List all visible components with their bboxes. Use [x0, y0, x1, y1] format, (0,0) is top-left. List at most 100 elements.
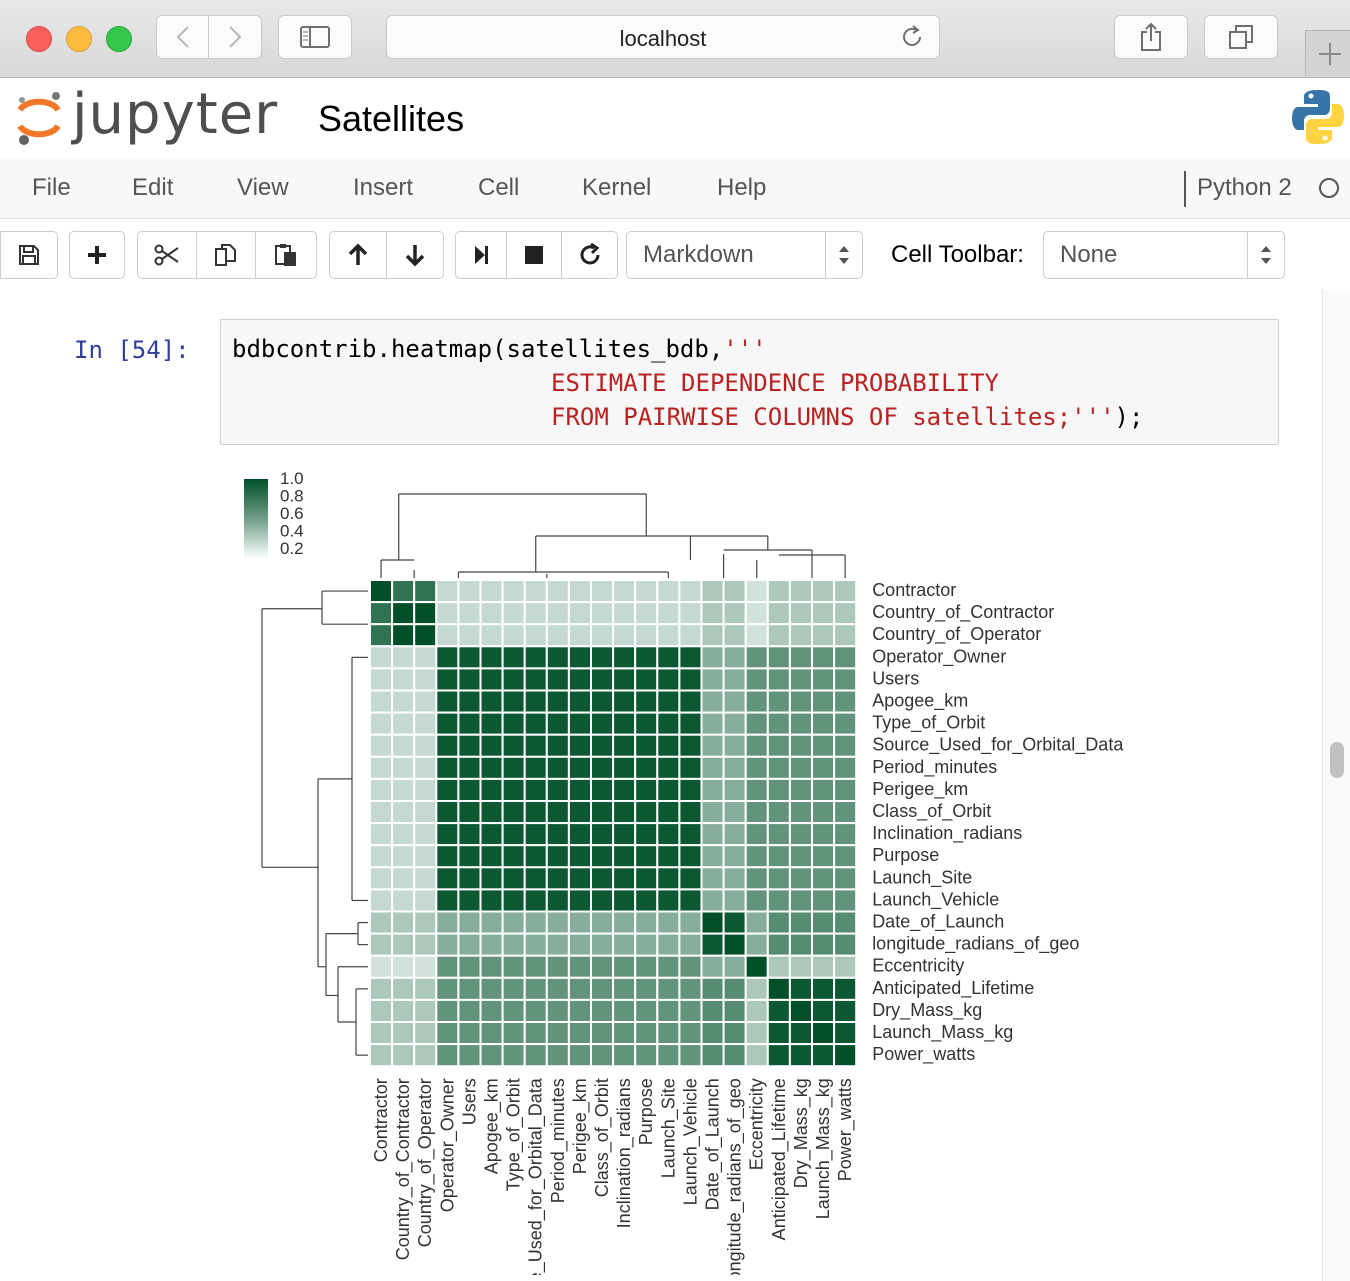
column-label: Contractor [371, 1078, 391, 1162]
sidebar-toggle-button[interactable] [278, 15, 352, 59]
menu-insert[interactable]: Insert [353, 174, 414, 201]
heatmap-cell [457, 866, 482, 891]
cell-type-value: Markdown [643, 241, 754, 268]
menu-file[interactable]: File [32, 174, 71, 201]
heatmap-cell [479, 1021, 504, 1046]
menu-help[interactable]: Help [717, 174, 767, 201]
dependence-heatmap: Contractor Country_of_ContractorCountry_o… [244, 469, 1124, 1275]
heatmap-cell [435, 976, 460, 1001]
heatmap-cell [523, 689, 548, 714]
heatmap-cell [656, 623, 681, 648]
heatmap-cell [744, 733, 769, 758]
row-label: Country_of_Contractor [872, 602, 1054, 623]
restart-kernel-button[interactable] [561, 231, 618, 279]
paste-button[interactable] [255, 231, 317, 279]
share-button[interactable] [1114, 15, 1188, 59]
heatmap-cell [700, 910, 725, 935]
heatmap-cell [811, 910, 836, 935]
heatmap-cell [435, 623, 460, 648]
menu-edit[interactable]: Edit [132, 174, 174, 201]
heatmap-cell [700, 800, 725, 825]
heatmap-cell [545, 623, 570, 648]
heatmap-cell [590, 910, 615, 935]
heatmap-cell [722, 954, 747, 979]
heatmap-cell [523, 910, 548, 935]
heatmap-cell [457, 689, 482, 714]
heatmap-cell [457, 623, 482, 648]
heatmap-cell [788, 910, 814, 935]
heatmap-cell [811, 866, 836, 891]
heatmap-cell [811, 976, 836, 1001]
heatmap-cell [413, 689, 438, 714]
insert-cell-button[interactable] [69, 231, 125, 279]
menu-cell[interactable]: Cell [478, 174, 520, 201]
heatmap-cell [766, 800, 791, 825]
heatmap-cell [766, 1043, 791, 1068]
interrupt-kernel-button[interactable] [506, 231, 562, 279]
heatmap-cell [501, 645, 526, 670]
heatmap-cell [766, 623, 791, 648]
row-label: Perigee_km [872, 779, 968, 800]
notebook-title[interactable]: Satellites [318, 98, 465, 139]
heatmap-cell [788, 800, 814, 825]
menu-view[interactable]: View [237, 174, 289, 201]
back-button[interactable] [156, 15, 209, 59]
heatmap-cell [501, 844, 526, 869]
run-cell-button[interactable] [455, 231, 507, 279]
heatmap-cell [391, 579, 416, 604]
cut-button[interactable] [137, 231, 197, 279]
heatmap-cell [567, 866, 592, 891]
heatmap-cell [391, 777, 416, 802]
heatmap-cell [656, 755, 681, 780]
heatmap-cell [501, 976, 526, 1001]
copy-button[interactable] [196, 231, 256, 279]
code-cell-editor[interactable]: bdbcontrib.heatmap(satellites_bdb,''' ES… [220, 319, 1279, 445]
heatmap-cell [391, 689, 416, 714]
refresh-icon [580, 243, 599, 265]
heatmap-cell [744, 976, 769, 1001]
heatmap-cell [811, 667, 836, 692]
tabs-overview-button[interactable] [1204, 15, 1278, 59]
jupyter-logo-icon[interactable] [14, 90, 64, 146]
heatmap-cell [590, 601, 615, 626]
address-bar[interactable]: localhost [386, 15, 940, 59]
scrollbar-track[interactable] [1322, 289, 1350, 1281]
move-up-button[interactable] [329, 231, 387, 279]
heatmap-cell [590, 954, 615, 979]
minimize-window-button[interactable] [66, 26, 92, 52]
heatmap-cell [545, 689, 570, 714]
reload-icon[interactable] [899, 24, 925, 50]
cell-toolbar-select[interactable]: None [1043, 231, 1285, 279]
heatmap-cell [766, 932, 791, 957]
new-tab-button[interactable] [1305, 30, 1350, 76]
heatmap-cell [457, 1043, 482, 1068]
colorbar-tick-label: 0.4 [280, 522, 304, 541]
heatmap-cell [391, 623, 416, 648]
cell-type-select[interactable]: Markdown [626, 231, 863, 279]
heatmap-cell [501, 866, 526, 891]
scrollbar-thumb[interactable] [1330, 742, 1344, 778]
heatmap-cell [811, 777, 836, 802]
column-label: Period_minutes [548, 1078, 569, 1203]
heatmap-cell [501, 689, 526, 714]
heatmap-cell [523, 755, 548, 780]
zoom-window-button[interactable] [106, 26, 132, 52]
move-down-button[interactable] [386, 231, 444, 279]
heatmap-cell [523, 579, 548, 604]
heatmap-cell [634, 866, 659, 891]
row-label: Users [872, 668, 919, 688]
heatmap-cell [656, 844, 681, 869]
row-label: Country_of_Operator [872, 624, 1041, 645]
save-button[interactable] [0, 231, 58, 279]
heatmap-cell [413, 932, 438, 957]
heatmap-cell [413, 667, 438, 692]
heatmap-cell [590, 888, 615, 913]
close-window-button[interactable] [26, 26, 52, 52]
menu-kernel[interactable]: Kernel [582, 174, 652, 201]
heatmap-cell [523, 866, 548, 891]
heatmap-cell [567, 777, 592, 802]
heatmap-cell [590, 689, 615, 714]
forward-button[interactable] [209, 15, 262, 59]
heatmap-cell [678, 777, 703, 802]
row-label: Type_of_Orbit [872, 713, 985, 734]
